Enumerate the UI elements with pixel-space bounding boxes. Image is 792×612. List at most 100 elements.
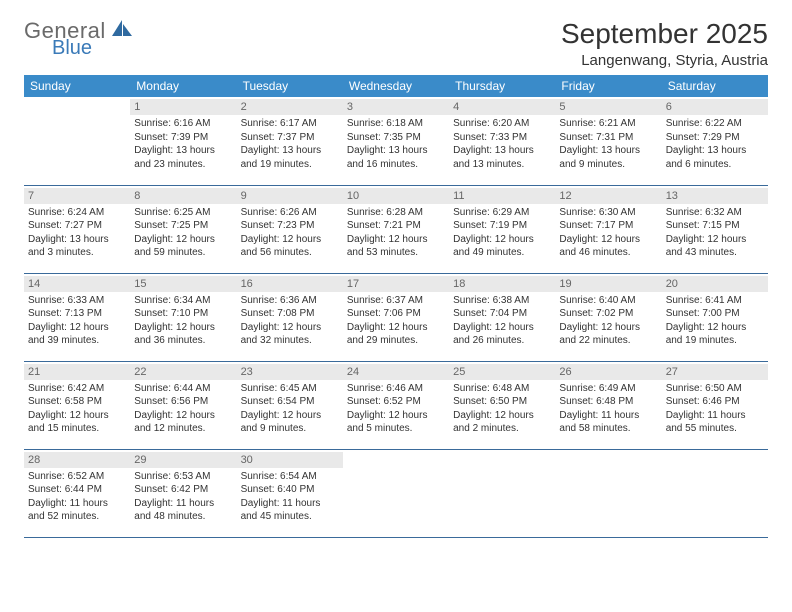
calendar-cell: 5 Sunrise: 6:21 AMSunset: 7:31 PMDaylight… [555, 97, 661, 185]
day-details: Sunrise: 6:25 AMSunset: 7:25 PMDaylight:… [134, 206, 232, 260]
day-header: Monday [130, 75, 236, 97]
calendar-cell: 4 Sunrise: 6:20 AMSunset: 7:33 PMDaylight… [449, 97, 555, 185]
day-number: 30 [237, 452, 343, 468]
calendar-cell: 1 Sunrise: 6:16 AMSunset: 7:39 PMDaylight… [130, 97, 236, 185]
calendar-cell: 12Sunrise: 6:30 AMSunset: 7:17 PMDayligh… [555, 185, 661, 273]
day-number: 3 [343, 99, 449, 115]
day-number: 16 [237, 276, 343, 292]
day-details: Sunrise: 6:26 AMSunset: 7:23 PMDaylight:… [241, 206, 339, 260]
day-number: 19 [555, 276, 661, 292]
calendar-cell [343, 449, 449, 537]
calendar-cell: 20 Sunrise: 6:41 AMSunset: 7:00 PMDayligh… [662, 273, 768, 361]
location-text: Langenwang, Styria, Austria [561, 52, 768, 69]
calendar-cell: 11 Sunrise: 6:29 AMSunset: 7:19 PMDayligh… [449, 185, 555, 273]
day-details: Sunrise: 6:33 AMSunset: 7:13 PMDaylight:… [28, 294, 126, 348]
day-number: 24 [343, 364, 449, 380]
calendar-cell: 3 Sunrise: 6:18 AMSunset: 7:35 PMDaylight… [343, 97, 449, 185]
day-header: Saturday [662, 75, 768, 97]
day-details: Sunrise: 6:28 AMSunset: 7:21 PMDaylight:… [347, 206, 445, 260]
calendar-cell: 21 Sunrise: 6:42 AMSunset: 6:58 PMDayligh… [24, 361, 130, 449]
calendar-cell: 9 Sunrise: 6:26 AMSunset: 7:23 PMDaylight… [237, 185, 343, 273]
day-number: 2 [237, 99, 343, 115]
day-details: Sunrise: 6:45 AMSunset: 6:54 PMDaylight:… [241, 382, 339, 436]
calendar-row: 7 Sunrise: 6:24 AMSunset: 7:27 PMDaylight… [24, 185, 768, 273]
calendar-cell: 17 Sunrise: 6:37 AMSunset: 7:06 PMDayligh… [343, 273, 449, 361]
calendar-cell: 18Sunrise: 6:38 AMSunset: 7:04 PMDayligh… [449, 273, 555, 361]
calendar-cell: 27 Sunrise: 6:50 AMSunset: 6:46 PMDayligh… [662, 361, 768, 449]
day-details: Sunrise: 6:30 AMSunset: 7:17 PMDaylight:… [559, 206, 657, 260]
day-header: Sunday [24, 75, 130, 97]
calendar-cell: 13Sunrise: 6:32 AMSunset: 7:15 PMDayligh… [662, 185, 768, 273]
day-number: 18 [449, 276, 555, 292]
calendar-row: 1 Sunrise: 6:16 AMSunset: 7:39 PMDaylight… [24, 97, 768, 185]
calendar-page: General Blue September 2025 Langenwang, … [0, 0, 792, 538]
calendar-cell: 25 Sunrise: 6:48 AMSunset: 6:50 PMDayligh… [449, 361, 555, 449]
calendar-cell: 14 Sunrise: 6:33 AMSunset: 7:13 PMDayligh… [24, 273, 130, 361]
day-number: 27 [662, 364, 768, 380]
calendar-cell [662, 449, 768, 537]
day-details: Sunrise: 6:24 AMSunset: 7:27 PMDaylight:… [28, 206, 126, 260]
brand-logo: General Blue [24, 18, 134, 58]
calendar-cell: 10 Sunrise: 6:28 AMSunset: 7:21 PMDayligh… [343, 185, 449, 273]
day-number: 22 [130, 364, 236, 380]
day-number: 4 [449, 99, 555, 115]
calendar-cell [555, 449, 661, 537]
calendar-row: 28Sunrise: 6:52 AMSunset: 6:44 PMDayligh… [24, 449, 768, 537]
calendar-cell: 8 Sunrise: 6:25 AMSunset: 7:25 PMDaylight… [130, 185, 236, 273]
calendar-cell: 29Sunrise: 6:53 AMSunset: 6:42 PMDayligh… [130, 449, 236, 537]
day-details: Sunrise: 6:37 AMSunset: 7:06 PMDaylight:… [347, 294, 445, 348]
day-details: Sunrise: 6:42 AMSunset: 6:58 PMDaylight:… [28, 382, 126, 436]
day-number: 26 [555, 364, 661, 380]
day-details: Sunrise: 6:50 AMSunset: 6:46 PMDaylight:… [666, 382, 764, 436]
day-number: 10 [343, 188, 449, 204]
day-details: Sunrise: 6:20 AMSunset: 7:33 PMDaylight:… [453, 117, 551, 171]
day-details: Sunrise: 6:41 AMSunset: 7:00 PMDaylight:… [666, 294, 764, 348]
day-details: Sunrise: 6:34 AMSunset: 7:10 PMDaylight:… [134, 294, 232, 348]
day-details: Sunrise: 6:53 AMSunset: 6:42 PMDaylight:… [134, 470, 232, 524]
day-number: 11 [449, 188, 555, 204]
day-number: 15 [130, 276, 236, 292]
day-number: 23 [237, 364, 343, 380]
day-details: Sunrise: 6:21 AMSunset: 7:31 PMDaylight:… [559, 117, 657, 171]
calendar-row: 14 Sunrise: 6:33 AMSunset: 7:13 PMDayligh… [24, 273, 768, 361]
day-details: Sunrise: 6:46 AMSunset: 6:52 PMDaylight:… [347, 382, 445, 436]
day-header: Friday [555, 75, 661, 97]
month-title: September 2025 [561, 18, 768, 50]
day-number: 25 [449, 364, 555, 380]
day-number: 13 [662, 188, 768, 204]
day-number: 1 [130, 99, 236, 115]
day-details: Sunrise: 6:29 AMSunset: 7:19 PMDaylight:… [453, 206, 551, 260]
logo-text: General Blue [24, 18, 134, 58]
day-number: 5 [555, 99, 661, 115]
day-number: 21 [24, 364, 130, 380]
calendar-cell: 16Sunrise: 6:36 AMSunset: 7:08 PMDayligh… [237, 273, 343, 361]
calendar-row: 21 Sunrise: 6:42 AMSunset: 6:58 PMDayligh… [24, 361, 768, 449]
day-details: Sunrise: 6:17 AMSunset: 7:37 PMDaylight:… [241, 117, 339, 171]
day-number: 8 [130, 188, 236, 204]
day-number: 6 [662, 99, 768, 115]
calendar-cell: 22Sunrise: 6:44 AMSunset: 6:56 PMDayligh… [130, 361, 236, 449]
calendar-table: SundayMondayTuesdayWednesdayThursdayFrid… [24, 75, 768, 538]
calendar-cell [449, 449, 555, 537]
calendar-cell: 28Sunrise: 6:52 AMSunset: 6:44 PMDayligh… [24, 449, 130, 537]
calendar-cell: 23 Sunrise: 6:45 AMSunset: 6:54 PMDayligh… [237, 361, 343, 449]
day-number: 7 [24, 188, 130, 204]
calendar-cell: 2 Sunrise: 6:17 AMSunset: 7:37 PMDaylight… [237, 97, 343, 185]
day-details: Sunrise: 6:49 AMSunset: 6:48 PMDaylight:… [559, 382, 657, 436]
title-block: September 2025 Langenwang, Styria, Austr… [561, 18, 768, 69]
day-number: 28 [24, 452, 130, 468]
calendar-cell: 7 Sunrise: 6:24 AMSunset: 7:27 PMDaylight… [24, 185, 130, 273]
day-details: Sunrise: 6:48 AMSunset: 6:50 PMDaylight:… [453, 382, 551, 436]
calendar-cell: 24 Sunrise: 6:46 AMSunset: 6:52 PMDayligh… [343, 361, 449, 449]
day-number: 9 [237, 188, 343, 204]
day-details: Sunrise: 6:40 AMSunset: 7:02 PMDaylight:… [559, 294, 657, 348]
calendar-cell: 6Sunrise: 6:22 AMSunset: 7:29 PMDaylight… [662, 97, 768, 185]
day-number: 17 [343, 276, 449, 292]
day-details: Sunrise: 6:18 AMSunset: 7:35 PMDaylight:… [347, 117, 445, 171]
day-number: 20 [662, 276, 768, 292]
day-details: Sunrise: 6:16 AMSunset: 7:39 PMDaylight:… [134, 117, 232, 171]
calendar-cell [24, 97, 130, 185]
day-header: Thursday [449, 75, 555, 97]
day-number: 14 [24, 276, 130, 292]
calendar-header: SundayMondayTuesdayWednesdayThursdayFrid… [24, 75, 768, 97]
